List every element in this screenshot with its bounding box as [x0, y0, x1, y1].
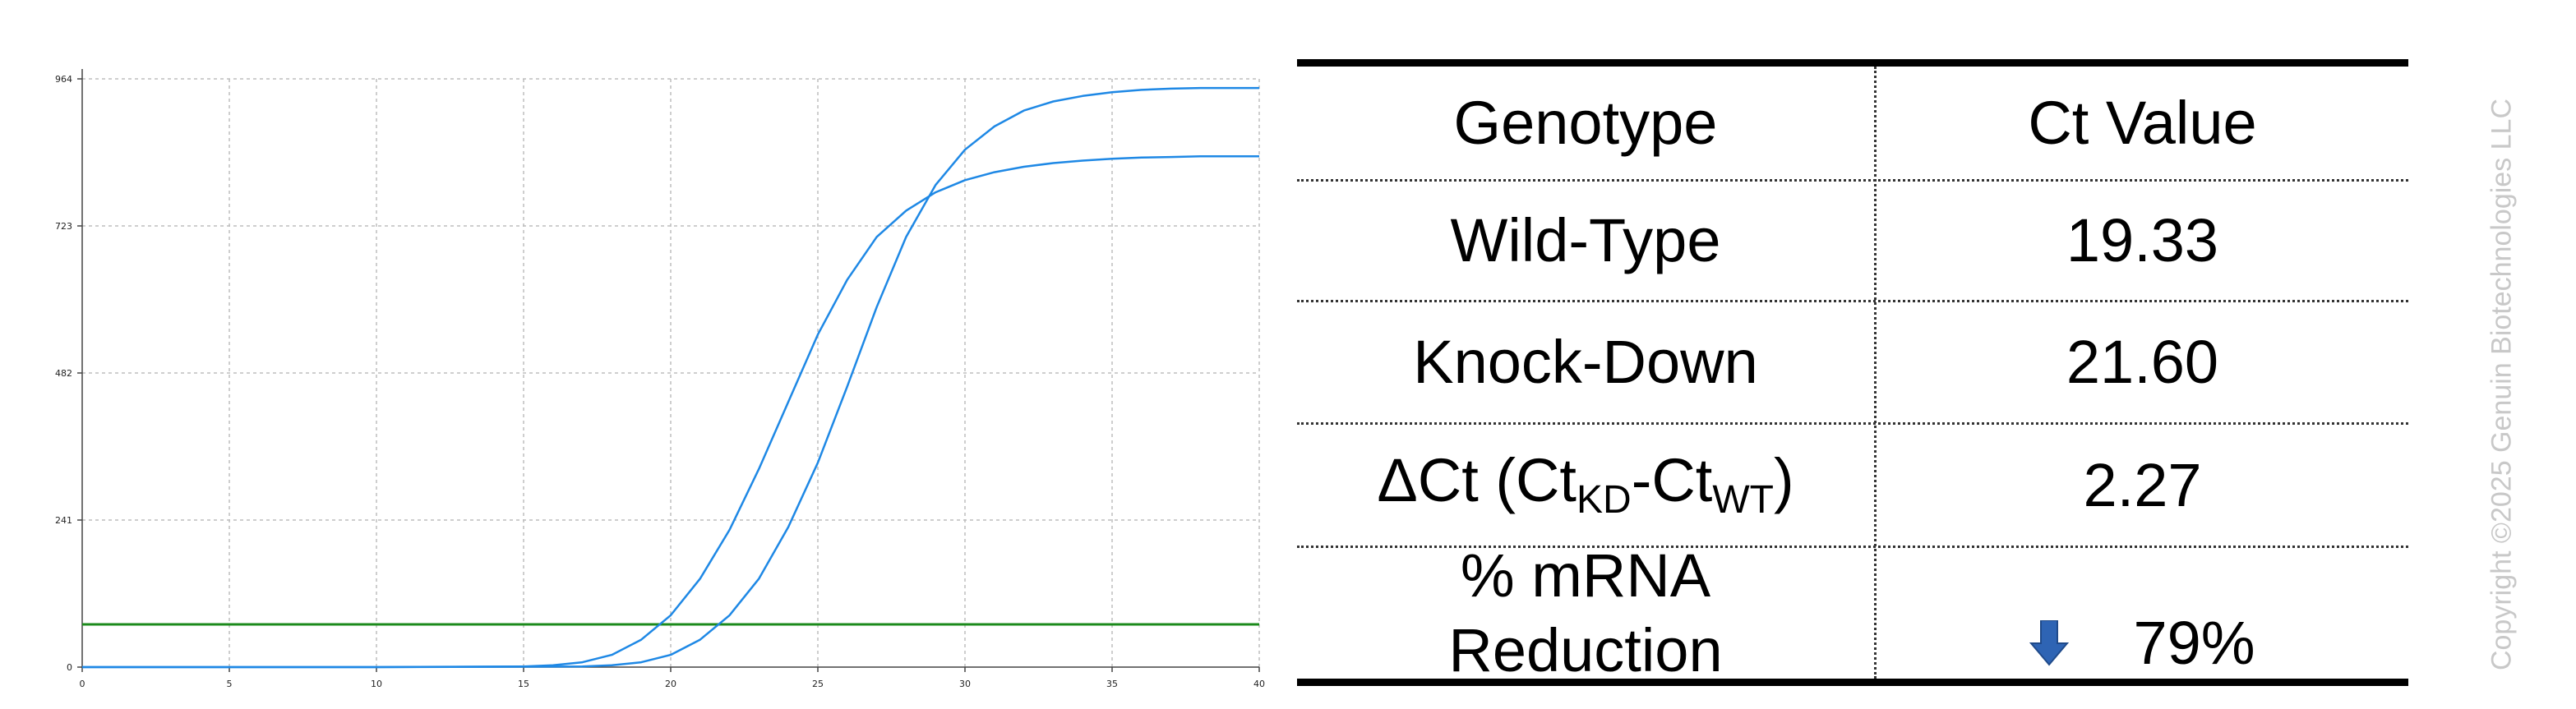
x-tick-label: 25: [812, 679, 824, 689]
header-row: Genotype Ct Value: [1297, 67, 2408, 182]
y-tick-label: 241: [55, 515, 72, 526]
y-tick-label: 482: [55, 368, 72, 379]
ct-value-header: Ct Value: [2028, 88, 2257, 157]
reduction-value: 79%: [2133, 609, 2255, 677]
amplification-plot: 0 5 10 15 20 25 30 35 40 0 241 482 723 964: [55, 69, 1265, 689]
y-tick-label: 964: [55, 74, 72, 85]
y-tick-label: 0: [67, 662, 72, 673]
table-bottom-rule: [1297, 679, 2408, 686]
delta-ct-sub-wt: WT: [1712, 478, 1774, 522]
x-tick-label: 40: [1253, 679, 1265, 689]
delta-ct-label: ΔCt (CtKD-CtWT): [1297, 425, 1874, 546]
amplification-curve-1: [82, 155, 1259, 669]
delta-ct-row: ΔCt (CtKD-CtWT) 2.27: [1297, 425, 2408, 548]
reduction-row: % mRNA Reduction 79%: [1297, 541, 2408, 684]
delta-ct-prefix: ΔCt (Ct: [1377, 446, 1577, 514]
ct-results-table: Genotype Ct Value Wild-Type 19.33 Knock-…: [1297, 59, 2408, 686]
delta-ct-value: 2.27: [2083, 450, 2202, 519]
down-arrow-icon: [2029, 620, 2070, 666]
x-tick-label: 15: [518, 679, 529, 689]
copyright-watermark: Copyright ©2025 Genuin Biotechnologies L…: [2482, 97, 2522, 672]
genotype-header: Genotype: [1453, 88, 1718, 157]
table-top-rule: [1297, 59, 2408, 67]
delta-ct-suffix: ): [1773, 446, 1794, 514]
amplification-curve-2: [82, 86, 1259, 669]
x-tick-label: 0: [80, 679, 85, 689]
wild-type-label: Wild-Type: [1450, 206, 1721, 274]
reduction-label: % mRNA Reduction: [1297, 541, 1874, 684]
knock-down-row: Knock-Down 21.60: [1297, 302, 2408, 425]
reduction-value-cell: 79%: [1877, 548, 2408, 679]
x-tick-label: 35: [1106, 679, 1118, 689]
x-tick-label: 5: [227, 679, 233, 689]
column-divider: [1874, 67, 1877, 679]
wild-type-ct: 19.33: [2066, 206, 2219, 274]
reduction-label-line2: Reduction: [1448, 615, 1723, 684]
amplification-chart: 0 5 10 15 20 25 30 35 40 0 241 482 723 964: [0, 0, 1282, 709]
tick-labels: 0 5 10 15 20 25 30 35 40 0 241 482 723 964: [55, 74, 1265, 689]
x-tick-label: 20: [665, 679, 676, 689]
reduction-label-line1: % mRNA: [1460, 541, 1711, 610]
series: [82, 86, 1259, 669]
y-tick-label: 723: [55, 221, 72, 232]
axes: [77, 69, 1260, 672]
wild-type-row: Wild-Type 19.33: [1297, 182, 2408, 302]
x-tick-label: 30: [959, 679, 971, 689]
delta-ct-mid: -Ct: [1631, 446, 1713, 514]
knock-down-label: Knock-Down: [1413, 328, 1758, 396]
delta-ct-sub-kd: KD: [1577, 478, 1632, 522]
copyright-text: Copyright ©2025 Genuin Biotechnologies L…: [2486, 98, 2518, 671]
grid: [82, 78, 1260, 667]
x-tick-label: 10: [371, 679, 382, 689]
knock-down-ct: 21.60: [2066, 328, 2219, 396]
